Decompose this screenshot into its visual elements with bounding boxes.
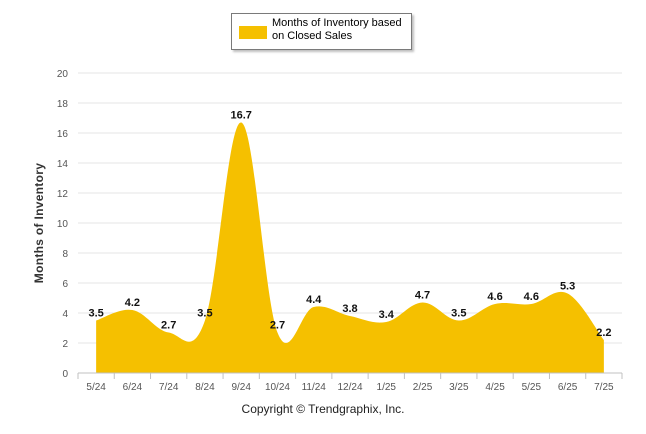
y-tick-label: 20 xyxy=(57,69,69,80)
x-tick-label: 5/25 xyxy=(522,382,542,393)
y-tick-labels: 0 2 4 6 8 10 12 14 16 18 20 xyxy=(57,69,69,380)
data-label: 4.6 xyxy=(524,291,539,303)
y-tick-label: 8 xyxy=(62,249,68,260)
y-tick-label: 16 xyxy=(57,129,69,140)
legend[interactable]: Months of Inventory based on Closed Sale… xyxy=(231,13,412,50)
data-label: 2.7 xyxy=(270,320,285,332)
data-label: 3.5 xyxy=(451,308,466,320)
x-tick-label: 4/25 xyxy=(485,382,505,393)
y-tick-label: 0 xyxy=(62,369,68,380)
axes xyxy=(77,372,623,379)
y-tick-label: 2 xyxy=(62,339,68,350)
y-tick-label: 14 xyxy=(57,159,69,170)
data-label: 5.3 xyxy=(560,281,575,293)
y-tick-label: 12 xyxy=(57,189,69,200)
data-label: 2.2 xyxy=(596,327,611,339)
data-label: 4.6 xyxy=(487,291,502,303)
x-tick-label: 8/24 xyxy=(195,382,215,393)
gridlines xyxy=(78,72,622,344)
data-label: 4.4 xyxy=(306,294,322,306)
legend-swatch xyxy=(239,26,267,39)
data-label: 3.5 xyxy=(197,308,212,320)
y-tick-label: 18 xyxy=(57,99,69,110)
x-tick-label: 7/24 xyxy=(159,382,179,393)
x-tick-label: 9/24 xyxy=(231,382,251,393)
x-tick-labels: 5/24 6/24 7/24 8/24 9/24 10/24 11/24 12/24 1/25 2… xyxy=(86,382,614,393)
x-tick-label: 6/25 xyxy=(558,382,578,393)
y-tick-label: 10 xyxy=(57,219,69,230)
copyright-credit: Copyright © Trendgraphix, Inc. xyxy=(241,402,405,416)
x-tick-label: 1/25 xyxy=(377,382,397,393)
x-tick-label: 11/24 xyxy=(302,382,327,393)
data-label: 16.7 xyxy=(230,110,251,122)
y-tick-label: 6 xyxy=(62,279,68,290)
series-area xyxy=(96,122,604,373)
data-label: 4.7 xyxy=(415,290,430,302)
x-tick-label: 7/25 xyxy=(594,382,614,393)
data-label: 2.7 xyxy=(161,320,176,332)
y-tick-label: 4 xyxy=(62,309,68,320)
series-area-fill xyxy=(96,122,604,373)
data-label: 3.4 xyxy=(379,309,395,321)
x-tick-label: 3/25 xyxy=(449,382,469,393)
legend-label: Months of Inventory based on Closed Sale… xyxy=(272,17,402,42)
x-tick-label: 5/24 xyxy=(86,382,106,393)
data-labels: 3.5 4.2 2.7 3.5 16.7 2.7 4.4 3.8 3.4 4.7 3.5 4.6 4.6… xyxy=(88,110,611,340)
x-tick-label: 2/25 xyxy=(413,382,433,393)
data-label: 4.2 xyxy=(125,297,140,309)
x-tick-label: 6/24 xyxy=(123,382,143,393)
x-tick-label: 12/24 xyxy=(337,382,362,393)
x-tick-label: 10/24 xyxy=(265,382,290,393)
y-axis-title: Months of Inventory xyxy=(32,162,46,284)
data-label: 3.8 xyxy=(342,303,357,315)
data-label: 3.5 xyxy=(88,308,103,320)
